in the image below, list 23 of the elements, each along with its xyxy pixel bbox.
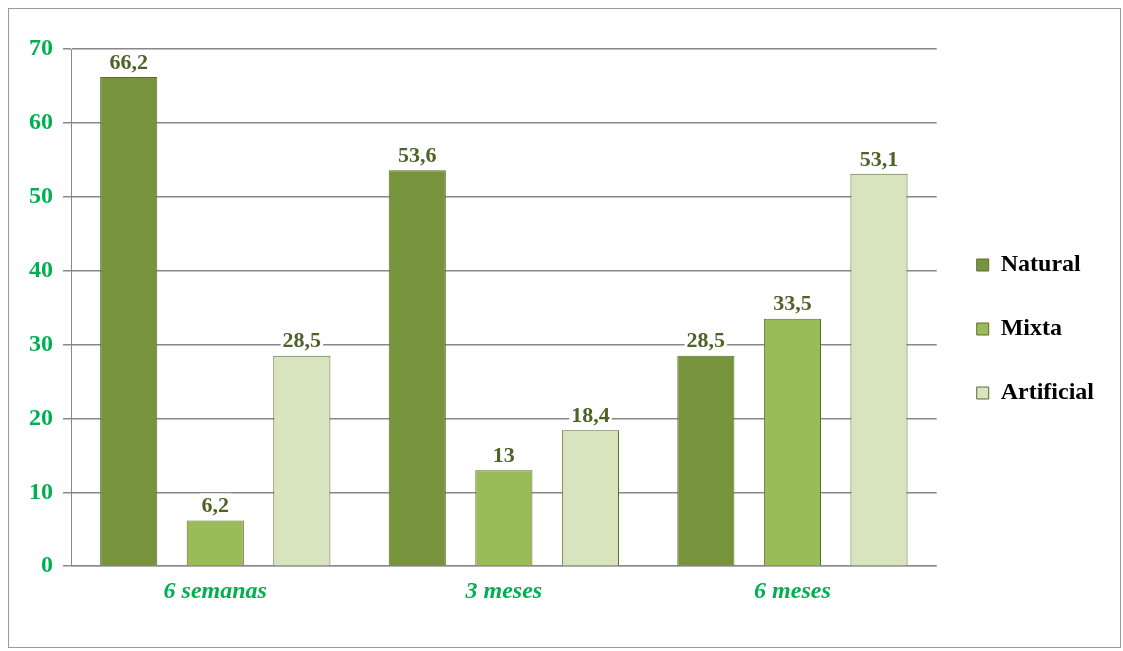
legend-label: Artificial (1000, 378, 1095, 405)
x-tick-label: 6 semanas (163, 576, 267, 603)
y-tick-label: 40 (29, 255, 53, 282)
y-tick-label: 30 (29, 329, 53, 356)
data-label: 53,1 (859, 145, 899, 171)
y-tick-label: 50 (29, 181, 53, 208)
legend-label: Natural (1000, 250, 1082, 277)
y-tick-label: 70 (29, 34, 53, 61)
y-tick-label: 20 (29, 403, 53, 430)
data-label: 18,4 (571, 401, 610, 427)
y-tick-label: 10 (29, 477, 53, 504)
x-tick-label: 3 meses (464, 576, 543, 603)
data-label: 66,2 (109, 48, 148, 74)
data-label: 6,2 (201, 492, 230, 518)
data-label: 28,5 (686, 327, 726, 353)
data-label: 28,5 (282, 327, 322, 353)
data-label: 33,5 (773, 290, 812, 316)
legend-label: Mixta (1000, 314, 1063, 341)
data-label: 13 (492, 441, 515, 467)
x-tick-label: 6 meses (754, 576, 831, 603)
data-label: 53,6 (398, 141, 437, 167)
y-tick-label: 60 (29, 108, 53, 135)
y-tick-label: 0 (41, 551, 53, 578)
